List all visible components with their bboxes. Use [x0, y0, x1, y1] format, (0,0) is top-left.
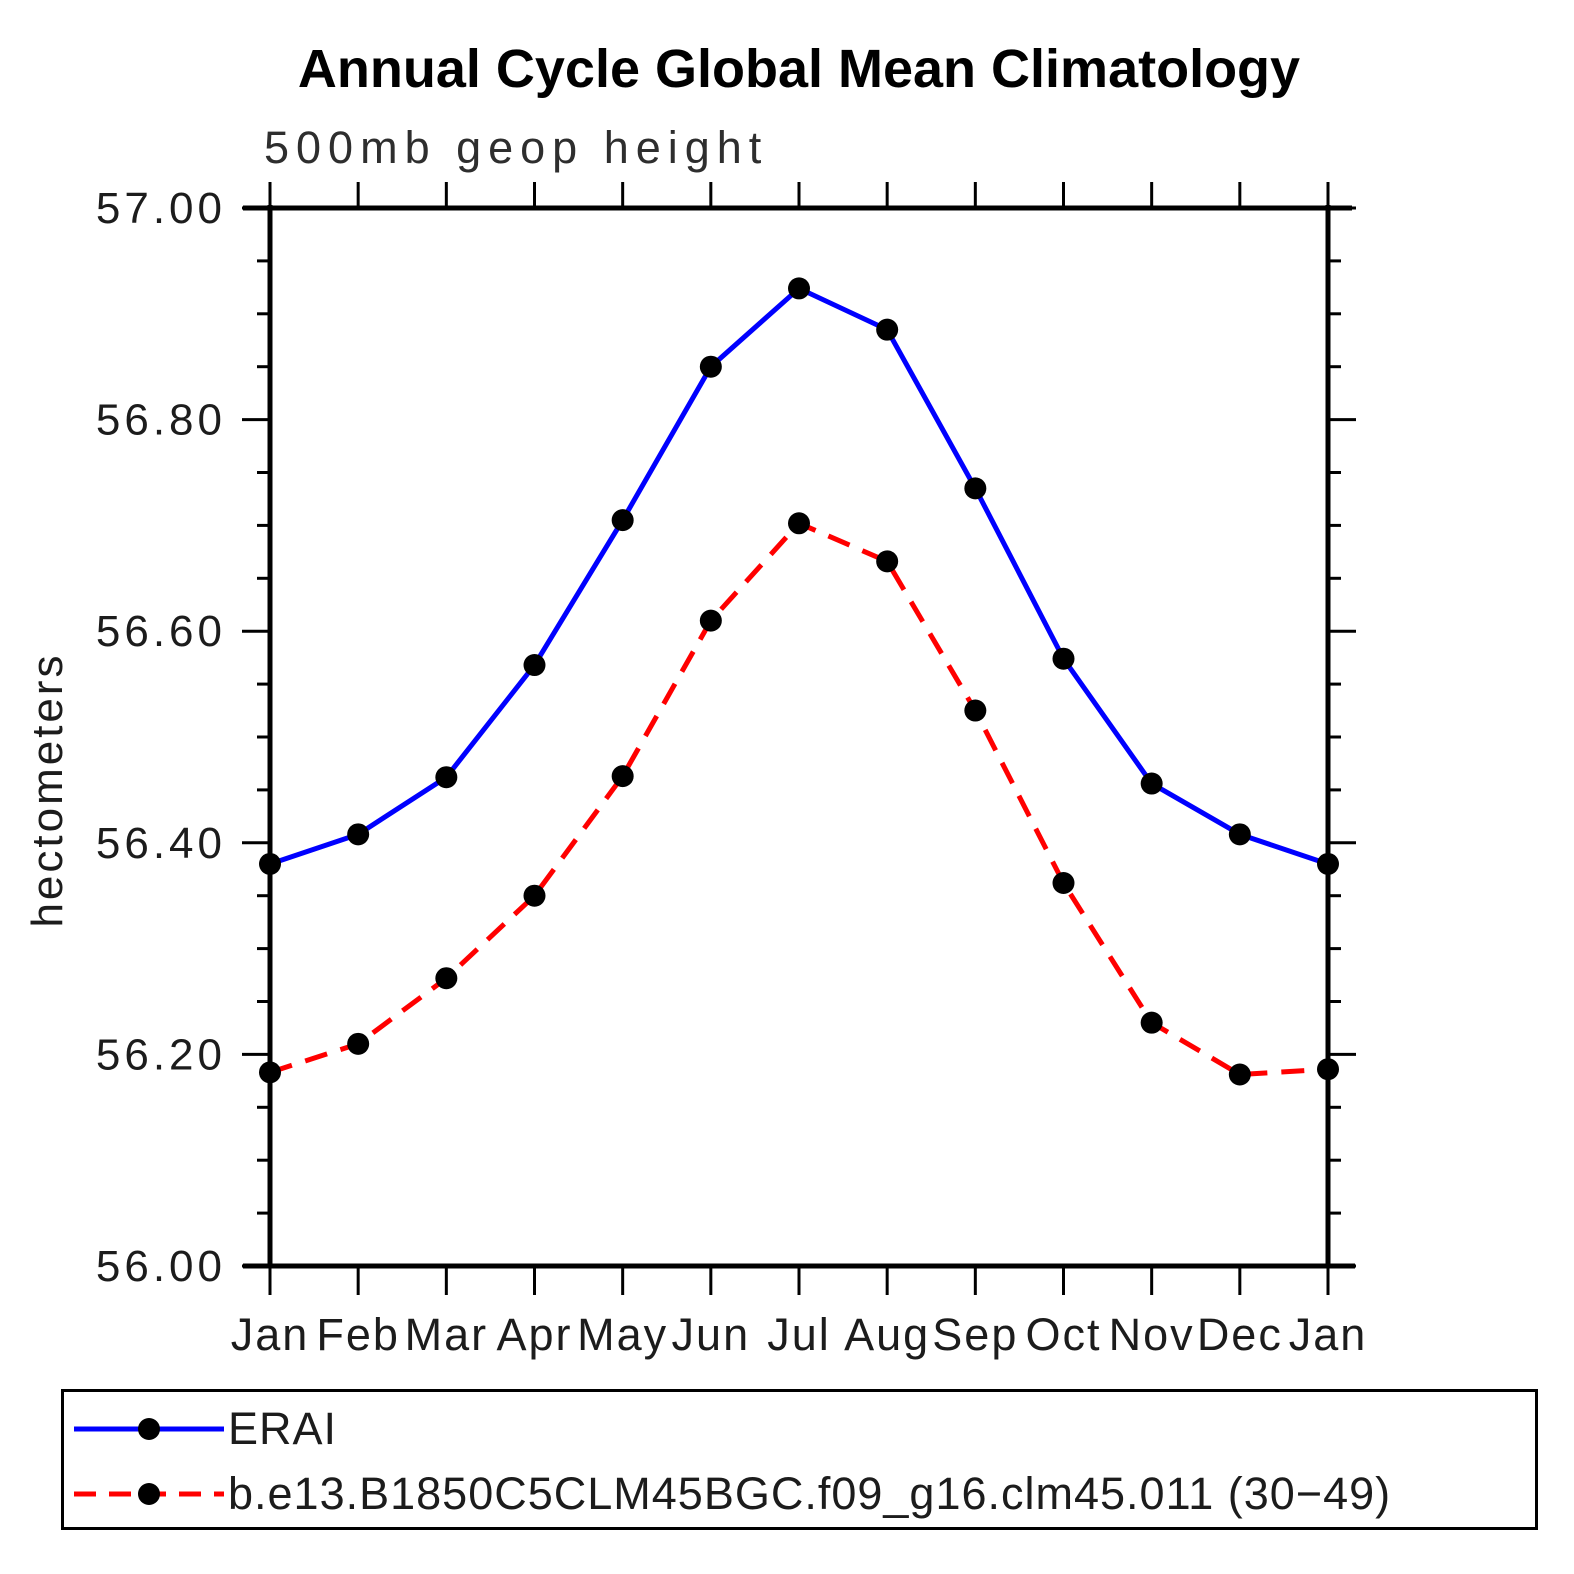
- x-tick-label: Nov: [1109, 1309, 1195, 1360]
- x-tick-label: Jan: [231, 1309, 310, 1360]
- data-point-marker: [699, 609, 722, 632]
- x-tick-label: Feb: [316, 1309, 400, 1360]
- data-point-marker: [1228, 1063, 1251, 1086]
- x-tick-label: May: [577, 1309, 668, 1360]
- data-point-marker: [1052, 872, 1075, 895]
- series-erai: [259, 277, 1339, 875]
- data-point-marker: [1228, 823, 1251, 846]
- data-point-marker: [699, 355, 722, 378]
- x-tick-label: Mar: [405, 1309, 489, 1360]
- data-point-marker: [435, 967, 458, 990]
- y-tick-label: 56.60: [96, 607, 226, 656]
- data-point-marker: [523, 884, 546, 907]
- legend-entry-model: b.e13.B1850C5CLM45BGC.f09_g16.clm45.011 …: [70, 1468, 1392, 1519]
- x-tick-label: Oct: [1025, 1309, 1101, 1360]
- data-point-marker: [964, 699, 987, 722]
- data-point-marker: [964, 477, 987, 500]
- series-model: [259, 512, 1339, 1086]
- x-tick-labels: Jan Feb Mar Apr May Jun Jul Aug Sep Oct Nov Dec Jan: [231, 1309, 1368, 1360]
- data-point-marker: [611, 509, 634, 532]
- data-point-marker: [1140, 772, 1163, 795]
- data-point-marker: [876, 318, 899, 341]
- axis-spines: [243, 205, 1355, 1269]
- legend-marker-icon: [138, 1483, 160, 1505]
- data-point-marker: [259, 852, 281, 875]
- y-tick-labels: 56.00 56.20 56.40 56.60 56.80 57.00: [96, 184, 226, 1291]
- axis-ticks: [242, 182, 1356, 1295]
- data-point-marker: [347, 1032, 370, 1055]
- x-tick-label: Apr: [496, 1309, 572, 1360]
- data-point-marker: [435, 766, 458, 789]
- x-tick-label: Aug: [844, 1309, 930, 1360]
- x-tick-label: Jan: [1289, 1309, 1368, 1360]
- data-point-marker: [788, 512, 810, 535]
- data-point-marker: [1140, 1011, 1163, 1034]
- legend-marker-icon: [138, 1418, 160, 1440]
- data-point-marker: [347, 823, 370, 846]
- data-point-marker: [259, 1061, 281, 1084]
- x-tick-label: Sep: [932, 1309, 1018, 1360]
- chart-subtitle: 500mb geop height: [264, 122, 769, 173]
- series-line: [269, 285, 1329, 867]
- data-point-marker: [1317, 1058, 1339, 1081]
- y-tick-label: 56.40: [96, 819, 226, 868]
- legend-label-model: b.e13.B1850C5CLM45BGC.f09_g16.clm45.011 …: [228, 1468, 1392, 1519]
- legend-entry-erai: ERAI: [70, 1403, 338, 1454]
- y-tick-label: 56.00: [96, 1242, 226, 1291]
- legend: ERAI b.e13.B1850C5CLM45BGC.f09_g16.clm45…: [61, 1389, 1538, 1530]
- chart-title: Annual Cycle Global Mean Climatology: [297, 39, 1301, 99]
- data-point-marker: [523, 654, 546, 677]
- data-point-marker: [876, 550, 899, 573]
- y-tick-label: 57.00: [96, 184, 226, 233]
- series-line: [269, 520, 1329, 1078]
- legend-line-sample-erai: [74, 1418, 224, 1440]
- legend-label-erai: ERAI: [228, 1403, 338, 1454]
- legend-line-sample-model: [74, 1483, 224, 1505]
- data-point-marker: [611, 765, 634, 788]
- data-point-marker: [788, 277, 810, 300]
- x-tick-label: Dec: [1197, 1309, 1283, 1360]
- y-tick-label: 56.20: [96, 1030, 226, 1079]
- y-tick-label: 56.80: [96, 396, 226, 445]
- x-tick-label: Jun: [672, 1309, 751, 1360]
- data-point-marker: [1052, 647, 1075, 670]
- y-axis-label: hectometers: [23, 652, 72, 927]
- data-point-marker: [1317, 852, 1339, 875]
- x-tick-label: Jul: [767, 1309, 831, 1360]
